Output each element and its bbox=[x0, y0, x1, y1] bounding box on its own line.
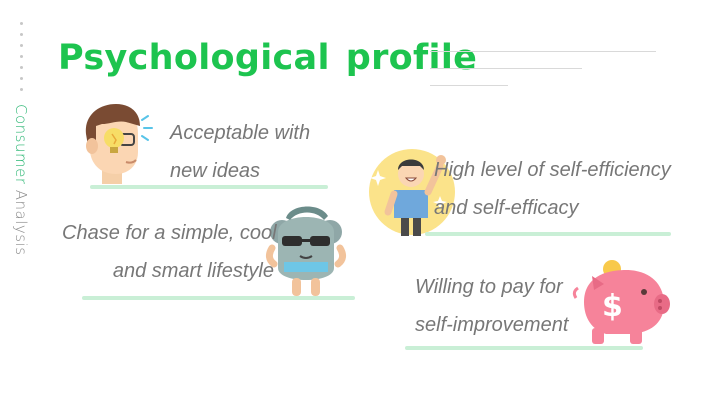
item-3-line-2: and smart lifestyle bbox=[112, 260, 274, 282]
lightbulb-head-icon bbox=[85, 104, 153, 184]
item-3-text: Chase for a simple, cool and smart lifes… bbox=[62, 214, 277, 290]
item-4-text: Willing to pay for self-improvement bbox=[415, 268, 568, 344]
item-2-text: High level of self-efficiency and self-e… bbox=[434, 151, 671, 227]
piggy-bank-icon: $ bbox=[572, 260, 670, 344]
item-2-underline bbox=[425, 232, 671, 236]
decorative-dots bbox=[20, 22, 24, 99]
header-line-3 bbox=[430, 85, 508, 86]
side-label-rest: Analysis bbox=[12, 184, 30, 256]
item-1-text: Acceptable with new ideas bbox=[170, 114, 310, 190]
header-line-1 bbox=[430, 51, 656, 52]
item-3-underline bbox=[82, 296, 355, 300]
cool-koala-icon bbox=[265, 206, 347, 296]
item-1-underline bbox=[90, 185, 328, 189]
item-4-underline bbox=[405, 346, 643, 350]
header-line-2 bbox=[430, 68, 582, 69]
svg-text:$: $ bbox=[602, 289, 623, 324]
item-1-line-2: new ideas bbox=[170, 160, 261, 182]
item-2-line-2: and self-efficacy bbox=[434, 197, 579, 219]
title-word-2: profile bbox=[345, 38, 478, 78]
item-1-line-1: Acceptable with bbox=[170, 122, 311, 144]
side-section-label: Consumer Analysis bbox=[12, 104, 30, 256]
cheering-boy-icon bbox=[369, 149, 455, 236]
item-3-line-1: Chase for a simple, cool bbox=[62, 222, 277, 244]
item-4-line-1: Willing to pay for bbox=[415, 276, 563, 298]
page-title: Psychological profile bbox=[58, 38, 477, 78]
side-label-highlight: Consumer bbox=[12, 104, 30, 185]
item-2-line-1: High level of self-efficiency bbox=[434, 159, 671, 181]
title-word-1: Psychological bbox=[58, 38, 330, 78]
item-4-line-2: self-improvement bbox=[415, 314, 569, 336]
